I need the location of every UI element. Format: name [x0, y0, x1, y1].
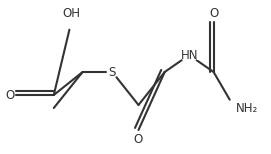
- Text: HN: HN: [176, 47, 203, 63]
- Text: NH₂: NH₂: [236, 101, 259, 115]
- Text: O: O: [207, 5, 220, 20]
- Text: S: S: [107, 65, 118, 79]
- Text: NH₂: NH₂: [236, 101, 270, 116]
- Text: OH: OH: [62, 7, 80, 20]
- Text: O: O: [134, 133, 143, 146]
- Text: O: O: [209, 7, 218, 20]
- Text: O: O: [5, 89, 14, 101]
- Text: HN: HN: [180, 49, 198, 61]
- Text: O: O: [132, 133, 145, 148]
- Text: S: S: [109, 65, 116, 79]
- Text: O: O: [1, 87, 14, 103]
- Text: OH: OH: [58, 5, 85, 20]
